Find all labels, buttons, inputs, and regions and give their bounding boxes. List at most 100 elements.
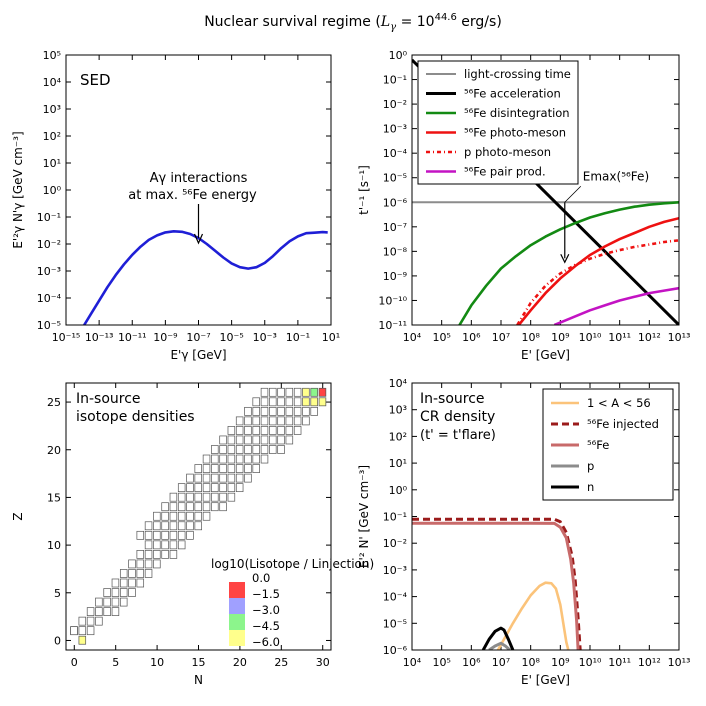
annotation-line2: at max. ⁵⁶Fe energy: [128, 188, 257, 203]
isotope-cell: [293, 426, 302, 435]
panel-label-line3: (t' = t'flare): [420, 428, 496, 443]
legend-label: ⁵⁶Fe disintegration: [464, 106, 570, 120]
y-axis-label: Z: [11, 512, 25, 520]
isotope-cell: [211, 445, 219, 454]
x-tick-label: 10: [150, 656, 164, 669]
x-tick-label: 10⁶: [462, 331, 481, 344]
isotope-cell: [235, 416, 244, 426]
plot-frame: [411, 382, 680, 651]
series-line--fe-photo-meson: [517, 216, 679, 325]
isotope-cell: [260, 416, 269, 426]
isotope-cell: [293, 416, 302, 426]
x-tick-label: 10⁻¹⁵: [52, 331, 81, 344]
colorbar-label: −6.0: [252, 635, 280, 649]
isotope-cell: [136, 530, 145, 540]
isotope-cell: [227, 454, 236, 464]
y-tick-label: 10⁻¹: [383, 74, 407, 87]
y-tick-label: 10²: [389, 430, 407, 443]
isotope-cell: [86, 607, 95, 616]
legend-box: [417, 60, 579, 185]
isotope-cell: [285, 435, 294, 445]
legend-label: ⁵⁶Fe acceleration: [464, 87, 561, 101]
panel-label: SED: [80, 71, 111, 89]
x-tick-label: 10¹²: [638, 331, 661, 344]
isotope-cell: [227, 492, 236, 502]
isotope-cell: [78, 616, 87, 626]
isotope-cell: [277, 435, 285, 445]
y-tick-label: 10⁻³: [383, 123, 407, 136]
isotope-cell: [285, 406, 294, 416]
isotope-cell: [244, 416, 252, 426]
isotope-cell: [227, 473, 236, 483]
x-tick-label: 10⁶: [462, 656, 481, 669]
cr-density-panel: 10⁴ 10⁵ 10⁶ 10⁷ 10⁸ 10⁹ 10¹⁰ 10¹¹ 10¹² 10¹³10⁻⁶10…: [357, 377, 690, 687]
colorbar-swatch: [229, 598, 245, 614]
panel-label-line1: In-source: [420, 391, 485, 407]
isotope-cell: [169, 550, 178, 559]
colorbar-label: −4.5: [252, 619, 280, 633]
x-tick-label: 15: [192, 656, 206, 669]
isotope-cell: [310, 406, 318, 416]
isotope-cell: [161, 502, 169, 512]
isotope-cell: [260, 406, 269, 416]
x-tick-label: 10⁻⁷: [186, 331, 210, 344]
isotope-cell: [211, 454, 219, 464]
legend-label: ⁵⁶Fe pair prod.: [464, 165, 546, 179]
x-tick-label: 10¹³: [668, 331, 691, 344]
isotope-cell: [128, 588, 136, 597]
x-tick-label: 10⁻³: [253, 331, 277, 344]
isotope-cell: [260, 397, 269, 407]
isotope-cell: [277, 397, 285, 407]
x-tick-label: 10⁷: [492, 656, 510, 669]
isotope-cell: [244, 406, 252, 416]
annotation-line1: Aγ interactions: [150, 171, 248, 186]
isotope-cell: [177, 530, 186, 540]
isotope-cell: [177, 521, 186, 531]
sed-panel: 10⁻¹⁵ 10⁻¹³ 10⁻¹¹ 10⁻⁹ 10⁻⁷ 10⁻⁵ 10⁻³ 10⁻¹ 10¹ 10…: [11, 49, 340, 362]
x-tick-label: 10⁻¹¹: [118, 331, 147, 344]
isotope-cell: [153, 550, 161, 559]
isotope-cell: [161, 511, 169, 521]
isotope-cell: [169, 502, 178, 512]
isotope-cell: [161, 530, 169, 540]
isotope-cell: [119, 588, 128, 597]
isotope-cell: [285, 397, 294, 407]
isotope-cell: [194, 483, 202, 493]
isotope-cell: [136, 578, 145, 588]
y-tick-label: 10⁻⁶: [383, 196, 408, 209]
x-tick-label: 10⁸: [521, 331, 540, 344]
isotope-cell: [119, 569, 128, 578]
colorbar-label: −1.5: [252, 587, 280, 601]
y-tick-label: 10⁻⁸: [383, 245, 408, 258]
isotope-cell: [95, 607, 103, 616]
isotope-cell: [260, 426, 269, 435]
x-tick-label: 10¹²: [638, 656, 661, 669]
isotope-cell: [86, 626, 95, 636]
legend-label: ⁵⁶Fe injected: [587, 417, 659, 431]
isotope-cell: [219, 483, 227, 493]
figure-title: Nuclear survival regime (Lγ = 1044.6 erg…: [204, 12, 502, 33]
isotope-cell: [219, 464, 227, 473]
isotope-cell: [235, 445, 244, 454]
isotope-cell: [252, 397, 260, 407]
series-line--fe-disintegration: [458, 201, 679, 325]
isotope-cell: [177, 483, 186, 493]
isotope-cell: [128, 559, 136, 569]
plot-frame: [65, 54, 332, 326]
series-line-n: [481, 626, 515, 650]
isotope-cell: [244, 426, 252, 435]
panel-label-line2: isotope densities: [76, 409, 195, 425]
plot-frame: [65, 382, 332, 651]
isotope-cell: [244, 445, 252, 454]
isotope-cell: [260, 454, 269, 464]
isotope-cell: [136, 550, 145, 559]
y-tick-label: 10⁻¹⁰: [378, 294, 407, 307]
isotope-cell: [219, 473, 227, 483]
y-tick-label: 10¹: [389, 457, 407, 470]
isotope-cell: [202, 464, 211, 473]
isotope-cell: [144, 559, 153, 569]
isotope-cell: [235, 473, 244, 483]
isotope-cell: [302, 387, 310, 397]
series-line--fe-pair-prod-: [553, 286, 679, 325]
